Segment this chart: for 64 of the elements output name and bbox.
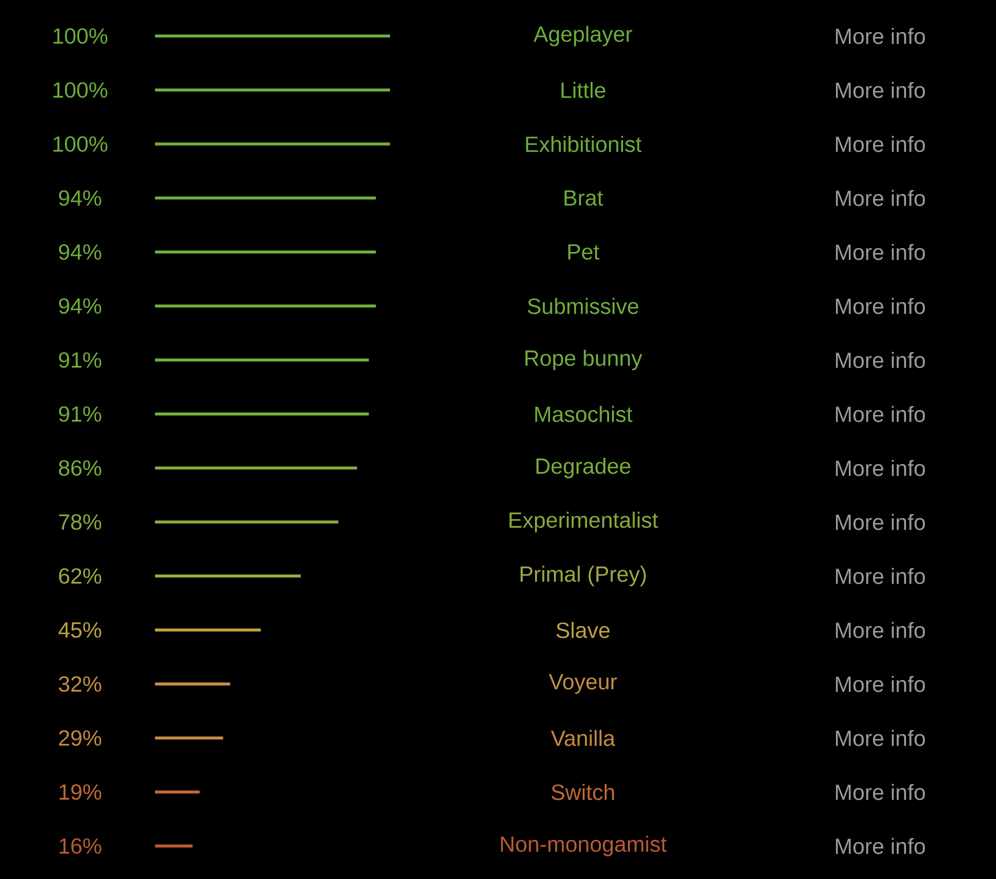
bar (155, 466, 358, 470)
bar (155, 358, 369, 362)
data-label: 94% (59, 298, 102, 314)
y-tick-label: Vanilla (550, 730, 616, 746)
text: More info (836, 730, 925, 746)
text: More info (836, 514, 925, 530)
y-tick-label: Switch (552, 784, 614, 800)
text: More info (836, 190, 925, 206)
y-tick-label: Submissive (528, 298, 638, 314)
y-tick-label: Brat (564, 190, 604, 206)
text: More info (836, 244, 925, 260)
y-tick-label: Ageplayer (534, 26, 632, 46)
data-label: 100% (54, 82, 108, 98)
text: More info (836, 460, 925, 476)
data-label: 86% (58, 460, 102, 476)
data-label: 91% (59, 352, 102, 368)
text: More info (836, 28, 925, 44)
text: More info (836, 352, 925, 368)
data-label: 100% (54, 136, 108, 152)
bar (155, 412, 369, 416)
bar (155, 142, 390, 146)
y-tick-label: Rope bunny (525, 350, 642, 370)
text: More info (836, 622, 925, 638)
data-label: 62% (59, 568, 102, 584)
bar (155, 736, 224, 740)
text: More info (836, 676, 925, 692)
bar (155, 34, 390, 38)
bar (155, 574, 301, 578)
data-label: 94% (59, 244, 102, 260)
y-tick-label: Pet (568, 244, 600, 260)
data-label: 91% (59, 406, 102, 422)
data-label: 16% (60, 838, 102, 854)
bar (155, 790, 200, 794)
y-tick-label: Exhibitionist (526, 136, 642, 152)
text: More info (836, 568, 925, 584)
text: More info (836, 784, 925, 800)
bar (155, 520, 338, 524)
y-tick-label: Primal (Prey) (520, 566, 646, 586)
data-label: 100% (54, 28, 108, 44)
y-tick-label: Little (562, 82, 606, 98)
data-label: 78% (59, 514, 102, 530)
bar (155, 250, 376, 254)
bar (155, 196, 376, 200)
data-label: 19% (60, 784, 102, 800)
text: More info (836, 136, 925, 152)
y-tick-label: Slave (556, 622, 610, 638)
data-label: 29% (59, 730, 102, 746)
y-tick-label: Experimentalist (510, 512, 658, 532)
text: More info (836, 82, 925, 98)
text: More info (836, 838, 925, 854)
y-tick-label: Voyeur (548, 674, 617, 694)
text: More info (836, 406, 925, 422)
data-label: 45% (58, 622, 102, 638)
bar (155, 628, 261, 632)
bar (155, 88, 390, 92)
bar (155, 682, 230, 686)
y-tick-label: Non-monogamist (501, 836, 667, 856)
bar (155, 304, 376, 308)
bar (155, 844, 193, 848)
data-label: 94% (59, 190, 102, 206)
y-tick-label: Masochist (535, 406, 632, 422)
data-label: 32% (58, 676, 102, 692)
y-tick-label: Degradee (536, 458, 630, 478)
text: More info (836, 298, 925, 314)
